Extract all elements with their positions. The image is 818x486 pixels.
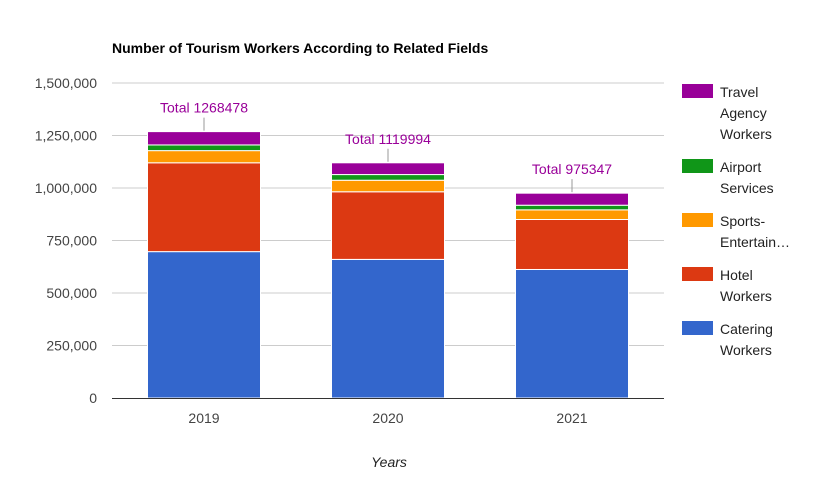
legend-label: Travel: [720, 84, 758, 100]
legend-swatch: [682, 84, 713, 98]
legend-label: Workers: [720, 288, 772, 304]
y-tick-label: 750,000: [46, 233, 97, 249]
x-tick-label: 2020: [372, 410, 403, 426]
legend-item-catering-workers[interactable]: Catering Workers: [682, 321, 773, 358]
total-annotation-label: Total 1268478: [160, 100, 248, 116]
y-tick-label: 250,000: [46, 338, 97, 354]
bar-segment-travel-agency-workers-2020[interactable]: [331, 162, 445, 176]
legend-item-airport-services[interactable]: Airport Services: [682, 159, 774, 196]
legend-item-travel-agency-workers[interactable]: Travel Agency Workers: [682, 84, 772, 142]
x-tick-label: 2019: [188, 410, 219, 426]
bar-segment-hotel-workers-2019[interactable]: [147, 162, 261, 253]
x-axis-title: Years: [371, 454, 407, 470]
legend-item-hotel-workers[interactable]: Hotel Workers: [682, 267, 772, 304]
legend-label: Services: [720, 180, 774, 196]
bar-segment-sports-entertain--2020[interactable]: [331, 179, 445, 193]
legend-label: Sports-: [720, 213, 765, 229]
legend[interactable]: Travel Agency Workers Airport Services Sports…: [682, 84, 790, 358]
legend-swatch: [682, 267, 713, 281]
legend-label: Agency: [720, 105, 767, 121]
chart-title: Number of Tourism Workers According to R…: [112, 40, 488, 56]
legend-item-sports-entertain[interactable]: Sports- Entertain…: [682, 213, 790, 250]
legend-label: Workers: [720, 126, 772, 142]
bar-segment-sports-entertain--2021[interactable]: [515, 209, 629, 220]
y-tick-label: 1,500,000: [35, 75, 97, 91]
legend-swatch: [682, 159, 713, 173]
bar-segment-airport-services-2019[interactable]: [147, 144, 261, 152]
bar-segment-catering-workers-2020[interactable]: [331, 258, 445, 399]
bar-segment-airport-services-2021[interactable]: [515, 204, 629, 211]
bars: [147, 131, 629, 399]
x-axis-ticks: 2019 2020 2021: [188, 410, 587, 426]
legend-swatch: [682, 213, 713, 227]
bar-segment-sports-entertain--2019[interactable]: [147, 150, 261, 164]
bar-segment-airport-services-2020[interactable]: [331, 174, 445, 181]
legend-label: Airport: [720, 159, 761, 175]
y-tick-label: 0: [89, 390, 97, 406]
bar-segment-travel-agency-workers-2019[interactable]: [147, 131, 261, 146]
total-annotation-label: Total 1119994: [345, 131, 431, 147]
total-annotations: Total 1268478 Total 1119994 Total 975347: [160, 100, 612, 193]
y-axis-ticks: 0 250,000 500,000 750,000 1,000,000 1,250,000…: [35, 75, 98, 406]
bar-segment-travel-agency-workers-2021[interactable]: [515, 192, 629, 206]
bar-segment-hotel-workers-2021[interactable]: [515, 219, 629, 270]
bar-segment-hotel-workers-2020[interactable]: [331, 191, 445, 260]
legend-label: Entertain…: [720, 234, 790, 250]
legend-swatch: [682, 321, 713, 335]
y-tick-label: 500,000: [46, 285, 97, 301]
legend-label: Catering: [720, 321, 773, 337]
y-tick-label: 1,250,000: [35, 128, 97, 144]
y-tick-label: 1,000,000: [35, 180, 97, 196]
total-annotation-label: Total 975347: [532, 161, 612, 177]
x-tick-label: 2021: [556, 410, 587, 426]
legend-label: Hotel: [720, 267, 753, 283]
bar-segment-catering-workers-2021[interactable]: [515, 268, 629, 399]
bar-segment-catering-workers-2019[interactable]: [147, 251, 261, 399]
legend-label: Workers: [720, 342, 772, 358]
